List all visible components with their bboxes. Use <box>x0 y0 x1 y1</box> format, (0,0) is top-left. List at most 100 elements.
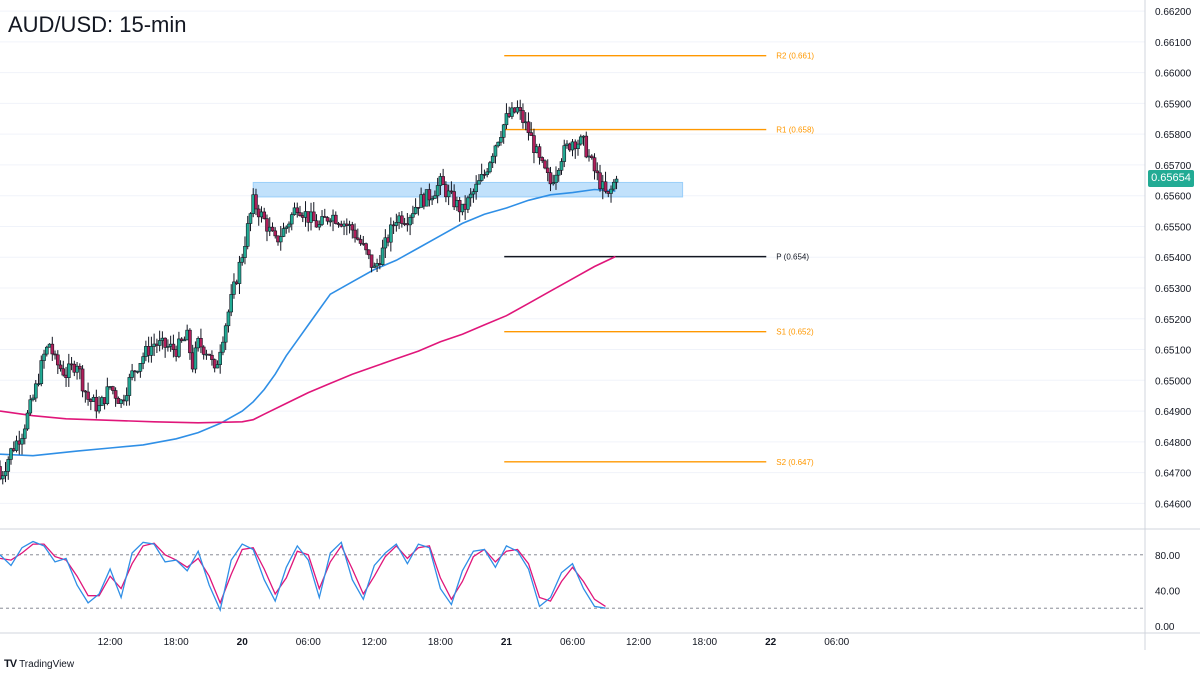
candle-up <box>479 174 484 181</box>
candle-down <box>188 329 192 354</box>
price-tick-label: 0.64600 <box>1155 499 1192 510</box>
candle-down <box>113 390 118 399</box>
stochastic-k-line <box>0 540 606 613</box>
candle-up <box>97 405 101 412</box>
stochastic-pane: 80.00 40.00 0.00 <box>0 540 1180 633</box>
stochastic-tick-label: 0.00 <box>1155 622 1175 633</box>
price-tick-label: 0.64700 <box>1155 469 1192 480</box>
candle-up <box>39 360 44 384</box>
candle-down <box>199 338 203 348</box>
candle-down <box>603 181 608 192</box>
candle-down <box>540 157 545 162</box>
candle-up <box>471 191 476 195</box>
last-price-badge: 0.65654 <box>1148 170 1194 187</box>
candle-up <box>232 281 236 295</box>
candle-up <box>28 399 33 414</box>
candle-up <box>466 197 470 210</box>
candle-up <box>138 363 143 372</box>
candle-up <box>485 171 489 175</box>
price-tick-label: 0.65500 <box>1155 222 1192 233</box>
candle-up <box>328 220 333 223</box>
candle-up <box>141 356 145 364</box>
candle-up <box>245 223 250 247</box>
candle-up <box>240 257 245 263</box>
time-tick-label: 18:00 <box>164 637 189 648</box>
candle-up <box>609 188 613 194</box>
candle-down <box>314 220 319 228</box>
candle-up <box>289 214 294 225</box>
pivot-levels: R2 (0.661) R1 (0.658) P (0.654) S1 (0.652) S… <box>504 52 814 467</box>
candle-down <box>94 396 99 412</box>
candle-up <box>578 136 583 145</box>
candle-up <box>380 247 385 265</box>
candle-up <box>474 183 478 192</box>
price-tick-label: 0.65800 <box>1155 130 1192 141</box>
candle-up <box>490 155 495 164</box>
candle-up <box>36 383 41 385</box>
candle-up <box>493 145 498 157</box>
candle-down <box>56 354 60 366</box>
pivot-level-label: S1 (0.652) <box>776 328 814 337</box>
candle-up <box>320 216 324 225</box>
time-tick-label: 12:00 <box>98 637 123 648</box>
candle-up <box>501 124 506 138</box>
time-tick-label: 06:00 <box>824 637 849 648</box>
candle-down <box>295 207 300 213</box>
time-tick-label: 22 <box>765 637 777 648</box>
candle-up <box>433 195 437 199</box>
candle-up <box>411 213 415 218</box>
candle-up <box>317 224 322 228</box>
candle-down <box>584 135 589 158</box>
time-tick-label: 06:00 <box>296 637 321 648</box>
candle-up <box>105 386 110 404</box>
candle-up <box>127 377 132 396</box>
candle-down <box>0 466 2 480</box>
candle-down <box>548 172 553 185</box>
candle-up <box>157 340 162 346</box>
candle-up <box>119 399 123 404</box>
stochastic-tick-label: 40.00 <box>1155 586 1180 597</box>
candle-up <box>278 236 283 243</box>
candle-down <box>416 206 421 209</box>
candle-up <box>611 181 616 190</box>
candle-down <box>427 189 432 201</box>
candle-up <box>177 338 181 357</box>
candle-up <box>20 438 24 445</box>
brand-name: TradingView <box>19 658 75 670</box>
price-tick-label: 0.65200 <box>1155 315 1192 326</box>
candle-down <box>592 157 597 172</box>
candle-down <box>369 254 374 268</box>
candle-down <box>400 215 404 224</box>
candle-up <box>215 364 220 369</box>
price-tick-label: 0.66200 <box>1155 7 1192 18</box>
candle-down <box>111 386 115 391</box>
candle-down <box>50 343 55 355</box>
candle-up <box>67 363 71 378</box>
candle-up <box>6 459 11 472</box>
candle-up <box>504 113 509 126</box>
price-tick-label: 0.66000 <box>1155 69 1192 80</box>
candle-down <box>589 155 594 158</box>
candle-down <box>545 167 550 173</box>
resistance-zone-rect <box>252 181 684 198</box>
candle-down <box>595 170 600 174</box>
candle-up <box>0 475 5 480</box>
candle-up <box>237 261 242 284</box>
candle-down <box>529 132 534 136</box>
price-tick-label: 0.65700 <box>1155 161 1192 172</box>
time-tick-label: 12:00 <box>626 637 651 648</box>
candle-down <box>298 212 302 216</box>
chart-title: AUD/USD: 15-min <box>8 12 187 37</box>
time-tick-label: 18:00 <box>428 637 453 648</box>
candle-up <box>22 428 27 439</box>
candle-up <box>218 351 222 365</box>
candle-up <box>3 471 8 477</box>
candle-up <box>576 143 580 150</box>
candle-up <box>9 448 13 460</box>
candlesticks <box>0 99 619 485</box>
candle-up <box>614 178 619 183</box>
time-tick-label: 12:00 <box>362 637 387 648</box>
candle-up <box>229 294 234 313</box>
candle-up <box>394 222 399 226</box>
